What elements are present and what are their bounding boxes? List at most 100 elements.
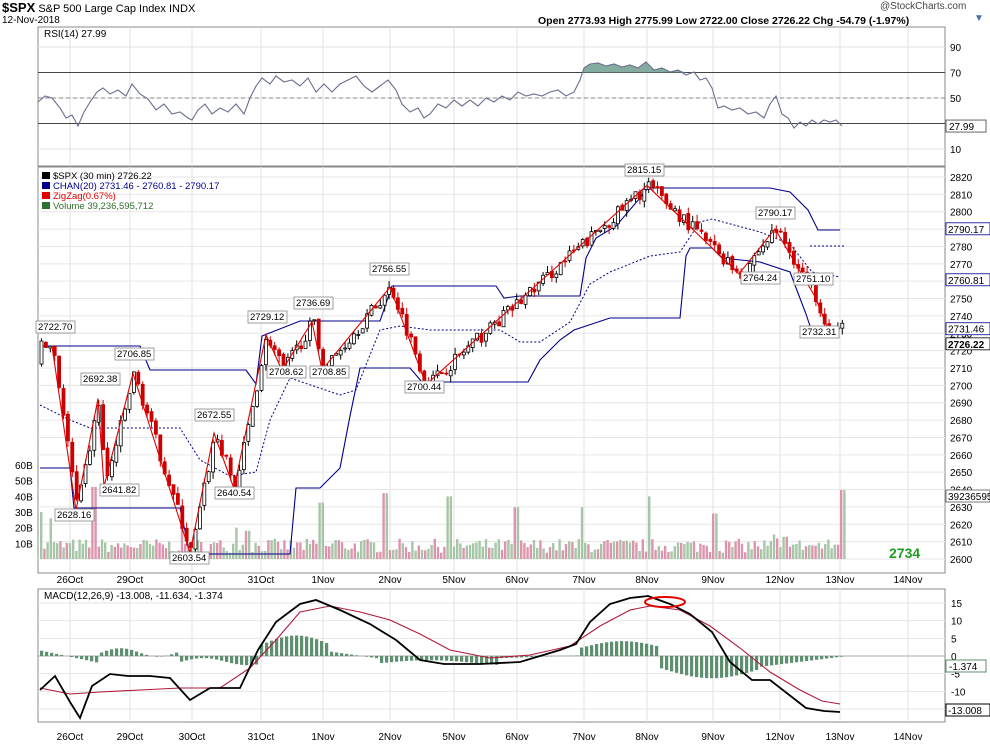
volume-bar: [465, 545, 468, 559]
volume-bar: [232, 543, 235, 559]
symbol-title: $SPX S&P 500 Large Cap Index INDX: [2, 0, 195, 15]
zigzag-label-box: [793, 272, 834, 286]
volume-bar: [654, 549, 657, 559]
macd-histogram-bar: [210, 656, 214, 659]
macd-histogram-bar: [795, 656, 799, 663]
macd-legend: MACD(12,26,9) -13.008, -11.634, -1.374: [44, 591, 223, 602]
macd-histogram-bar: [50, 652, 54, 656]
volume-bar: [468, 544, 472, 559]
volume-bar: [651, 539, 654, 559]
macd-histogram-bar: [450, 656, 454, 662]
macd-histogram-bar: [40, 650, 44, 656]
volume-bar: [500, 549, 504, 559]
macd-histogram-bar: [285, 636, 289, 656]
macd-signal-line: [39, 605, 841, 705]
volume-bar: [424, 550, 427, 559]
macd-histogram-bar: [755, 656, 759, 671]
volume-bar: [753, 541, 756, 559]
macd-histogram-bar: [350, 654, 354, 656]
macd-histogram-bar: [320, 640, 324, 656]
candle-body: [448, 370, 453, 377]
zigzag-label-box: [169, 551, 210, 565]
candle-body: [114, 444, 119, 463]
candle-body: [660, 186, 664, 196]
volume-bar: [414, 550, 417, 559]
volume-bar: [552, 542, 555, 559]
price-marker-label: 2731.46: [948, 325, 985, 336]
candle-body: [413, 336, 418, 355]
volume-bar: [392, 549, 395, 559]
macd-histogram-bar: [310, 637, 314, 656]
volume-bar: [788, 546, 792, 559]
zigzag-label-box: [266, 365, 307, 379]
zigzag-label-box: [404, 380, 445, 394]
date-label-bottom: 12Nov: [766, 732, 795, 743]
candle-body: [92, 420, 97, 451]
volume-bar: [388, 550, 392, 559]
price-tick-label: 2770: [950, 260, 973, 271]
zigzag-label-box: [35, 320, 76, 334]
macd-histogram-bar: [235, 656, 239, 665]
zigzag-label: 2764.24: [743, 273, 777, 284]
macd-histogram-bar: [300, 635, 304, 656]
volume-bar: [126, 545, 129, 559]
volume-bar: [840, 490, 843, 559]
rsi-value-marker: [945, 119, 987, 133]
candle-body: [765, 241, 770, 248]
volume-bar: [603, 541, 606, 559]
candle-body: [717, 244, 721, 255]
zigzag-label: 2692.38: [83, 374, 117, 385]
candle-body: [70, 441, 75, 473]
volume-bar: [196, 540, 200, 559]
rsi-tick-label: 10: [950, 145, 962, 156]
chevron-down-icon[interactable]: ▼: [974, 13, 984, 24]
macd-histogram-bar: [735, 656, 739, 676]
volume-bar: [152, 545, 155, 559]
candle-body: [277, 349, 282, 357]
macd-histogram-bar: [625, 641, 629, 656]
volume-bar: [644, 551, 648, 559]
macd-histogram-bar: [685, 656, 689, 676]
macd-histogram-bar: [185, 656, 189, 661]
price-tick-label: 2600: [950, 555, 973, 566]
price-tick-label: 2800: [950, 208, 973, 219]
candle-body: [360, 328, 365, 334]
zigzag-label-box: [309, 365, 350, 379]
volume-bar: [168, 541, 171, 559]
candle-body: [206, 471, 211, 483]
volume-bar: [318, 502, 321, 559]
candle-body: [153, 420, 158, 435]
volume-bar: [350, 548, 353, 559]
volume-bar: [779, 547, 782, 559]
volume-bar: [555, 550, 558, 559]
legend-swatch: [42, 192, 50, 199]
macd-histogram-bar: [325, 642, 329, 656]
rsi-line: [37, 61, 843, 129]
volume-bar: [497, 539, 500, 559]
volume-bar: [494, 542, 497, 559]
date-label: 13Nov: [826, 575, 855, 586]
candle-body: [519, 299, 523, 304]
volume-bar: [328, 546, 331, 559]
volume-bar: [449, 496, 452, 559]
volume-bar: [740, 543, 744, 559]
macd-histogram-bar: [630, 641, 634, 656]
volume-bar: [475, 542, 478, 559]
candle-body: [175, 493, 180, 505]
macd-histogram-bar: [220, 656, 224, 661]
candle-body: [338, 349, 343, 356]
legend-entry: ZigZag(0.67%): [53, 191, 116, 202]
volume-bar: [616, 541, 619, 559]
macd-histogram-bar: [495, 656, 499, 665]
date-label: 12Nov: [766, 575, 795, 586]
volume-bar: [587, 544, 590, 559]
candle-body: [483, 332, 488, 342]
zigzag-label: 2641.82: [102, 485, 136, 496]
volume-bar: [292, 547, 296, 559]
macd-histogram-bar: [140, 653, 144, 656]
volume-bar: [718, 550, 721, 559]
volume-bar: [443, 546, 446, 559]
volume-bar: [94, 486, 97, 559]
volume-bar: [667, 551, 670, 559]
candle-body: [299, 345, 304, 350]
